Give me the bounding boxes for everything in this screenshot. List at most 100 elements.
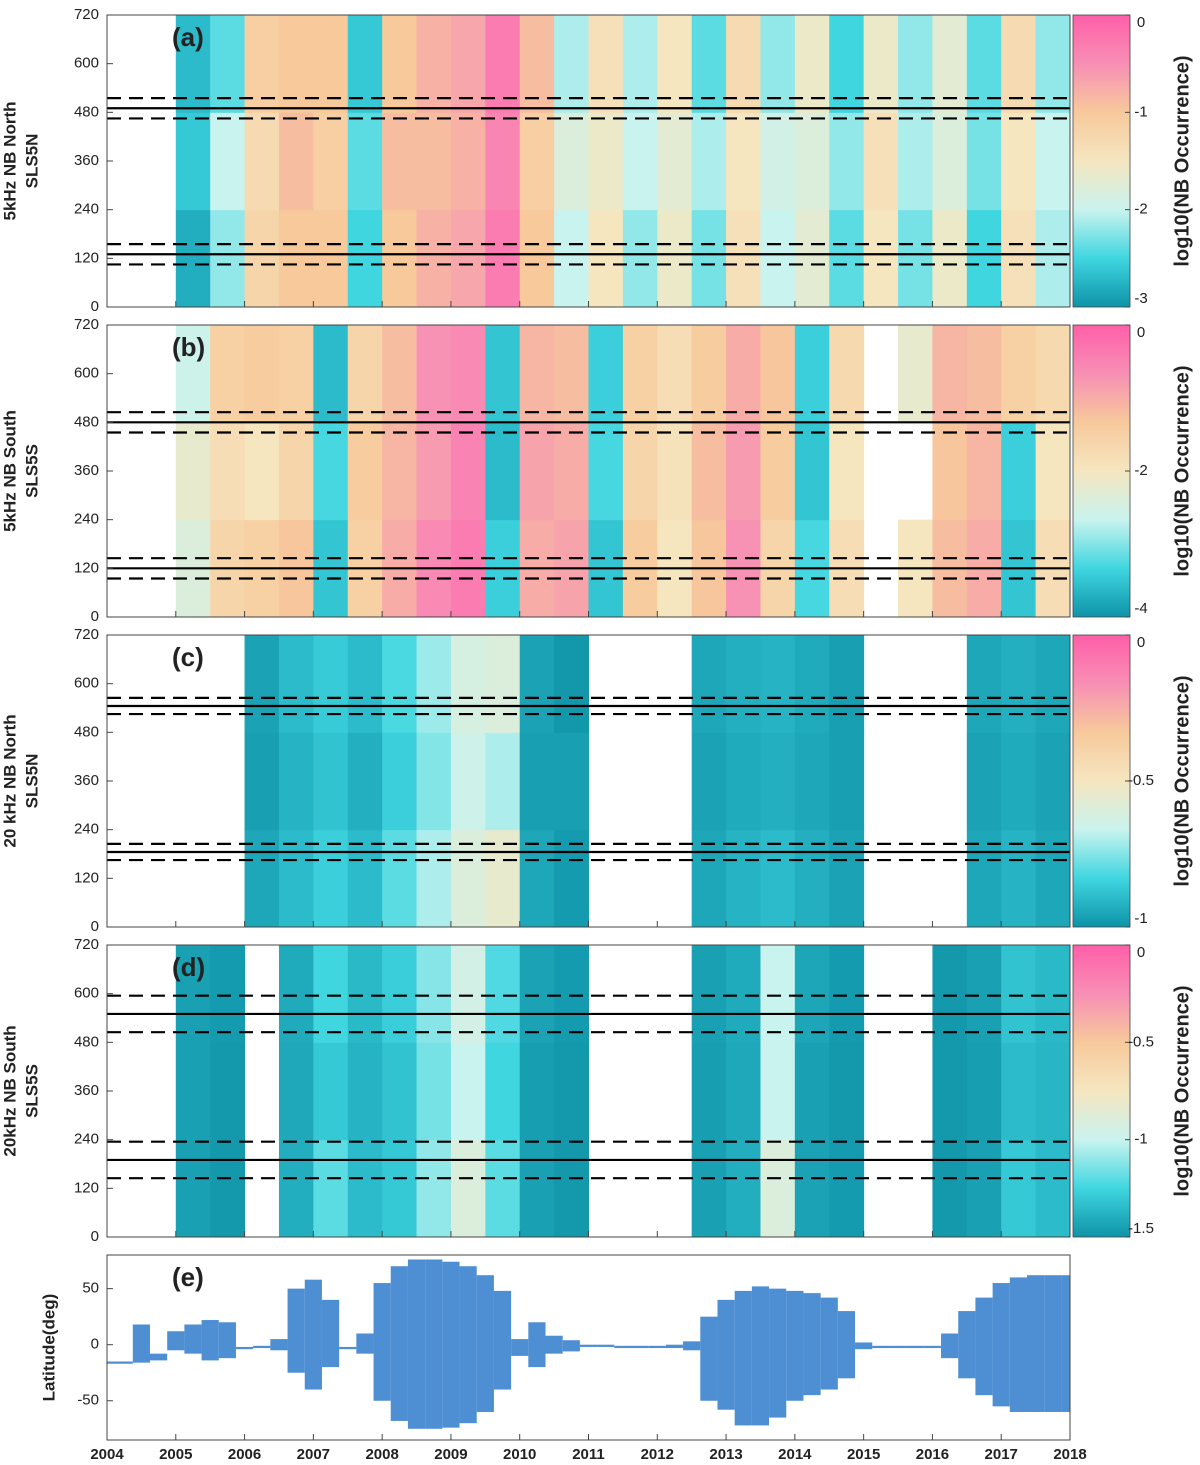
heatmap-cell [450,112,486,211]
latitude-range [425,1259,443,1429]
latitude-range [253,1345,271,1349]
heatmap-cell [726,325,761,423]
heatmap-cell [210,945,246,1043]
heatmap-cell [691,945,727,1043]
latitude-range [493,1290,512,1390]
heatmap-cell [313,635,349,733]
heatmap-cell [760,1042,796,1141]
y-tick-label: 240 [74,201,99,218]
heatmap-cell [175,15,211,113]
heatmap-cell [760,15,796,113]
heatmap-cell [278,209,314,308]
latitude-range [321,1299,340,1368]
heatmap-cell [554,945,589,1043]
heatmap-cell [726,829,761,928]
latitude-range [528,1322,546,1368]
y-tick-label: 0 [91,608,99,625]
heatmap-cell [794,112,830,211]
heatmap-cell [691,209,727,308]
heatmap-cell [347,829,383,928]
heatmap-cell [450,1139,486,1238]
heatmap-cell [726,422,761,521]
heatmap-cell [554,1139,589,1238]
heatmap-cell [485,829,521,928]
heatmap-cell [175,209,211,308]
panel-label: (a) [172,22,204,52]
heatmap-cell [588,325,624,423]
heatmap-cell [1001,1139,1037,1238]
heatmap-cell [760,112,796,211]
heatmap-cell [210,1139,246,1238]
heatmap-cell [794,209,830,308]
heatmap-cell [898,15,933,113]
heatmap-cell [966,1042,1002,1141]
heatmap-cell [1001,635,1037,733]
colorbar [1072,634,1131,928]
heatmap-cell [829,945,865,1043]
heatmap-cell [691,422,727,521]
latitude-range [597,1344,615,1347]
y-axis-label: Latitude(deg) [39,1294,58,1402]
heatmap-cell [278,422,314,521]
heatmap-cell [175,422,211,521]
heatmap-cell [1001,829,1037,928]
latitude-range [975,1297,993,1396]
latitude-range [235,1346,254,1350]
heatmap-cell [382,15,418,113]
colorbar-tick-label: -2 [1134,201,1147,218]
heatmap-cell [244,15,280,113]
heatmap-cell [691,112,727,211]
latitude-range [683,1341,701,1351]
y-tick-label: 600 [74,985,99,1002]
x-tick-label: 2007 [297,1446,330,1463]
heatmap-cell [932,325,968,423]
heatmap-cell [794,15,830,113]
x-tick-label: 2013 [709,1446,742,1463]
heatmap-cell [726,732,761,831]
heatmap-cell [416,635,452,733]
latitude-range [115,1361,133,1364]
heatmap-cell [760,1139,796,1238]
heatmap-cell [932,15,968,113]
heatmap-cell [1035,422,1071,521]
heatmap-cell [794,829,830,928]
latitude-range [356,1333,374,1354]
y-tick-label: 0 [91,298,99,315]
heatmap-cell [898,325,933,423]
heatmap-cell [382,1139,418,1238]
panel [107,1259,1070,1429]
y-tick-label: 720 [74,936,99,953]
latitude-range [579,1344,598,1347]
colorbar-tick-label: -1 [1134,910,1147,927]
heatmap-cell [932,1042,968,1141]
y-tick-label: 480 [74,103,99,120]
heatmap-cell [622,422,658,521]
latitude-range [614,1345,632,1349]
x-tick-label: 2006 [228,1446,261,1463]
heatmap-cell [794,1139,830,1238]
heatmap-cell [1001,209,1037,308]
heatmap-cell [347,325,383,423]
heatmap-cell [966,1139,1002,1238]
heatmap-cell [932,945,968,1043]
y-tick-label: 480 [74,413,99,430]
y-axis-label: SLS5S [22,444,41,498]
heatmap-cell [210,325,246,423]
heatmap-cell [382,732,418,831]
heatmap-cell [210,422,246,521]
heatmap-cell [794,945,830,1043]
heatmap-cell [175,1042,211,1141]
heatmap-cell [450,732,486,831]
x-tick-label: 2014 [778,1446,812,1463]
y-tick-label: 600 [74,365,99,382]
latitude-range [132,1324,150,1363]
heatmap-cell [588,112,624,211]
heatmap-cell [450,945,486,1043]
heatmap-cell [416,15,452,113]
heatmap-cell [278,15,314,113]
latitude-range [837,1311,856,1379]
heatmap-cell [347,945,383,1043]
heatmap-cell [1001,15,1037,113]
heatmap-cell [898,112,933,211]
latitude-range [786,1290,804,1401]
